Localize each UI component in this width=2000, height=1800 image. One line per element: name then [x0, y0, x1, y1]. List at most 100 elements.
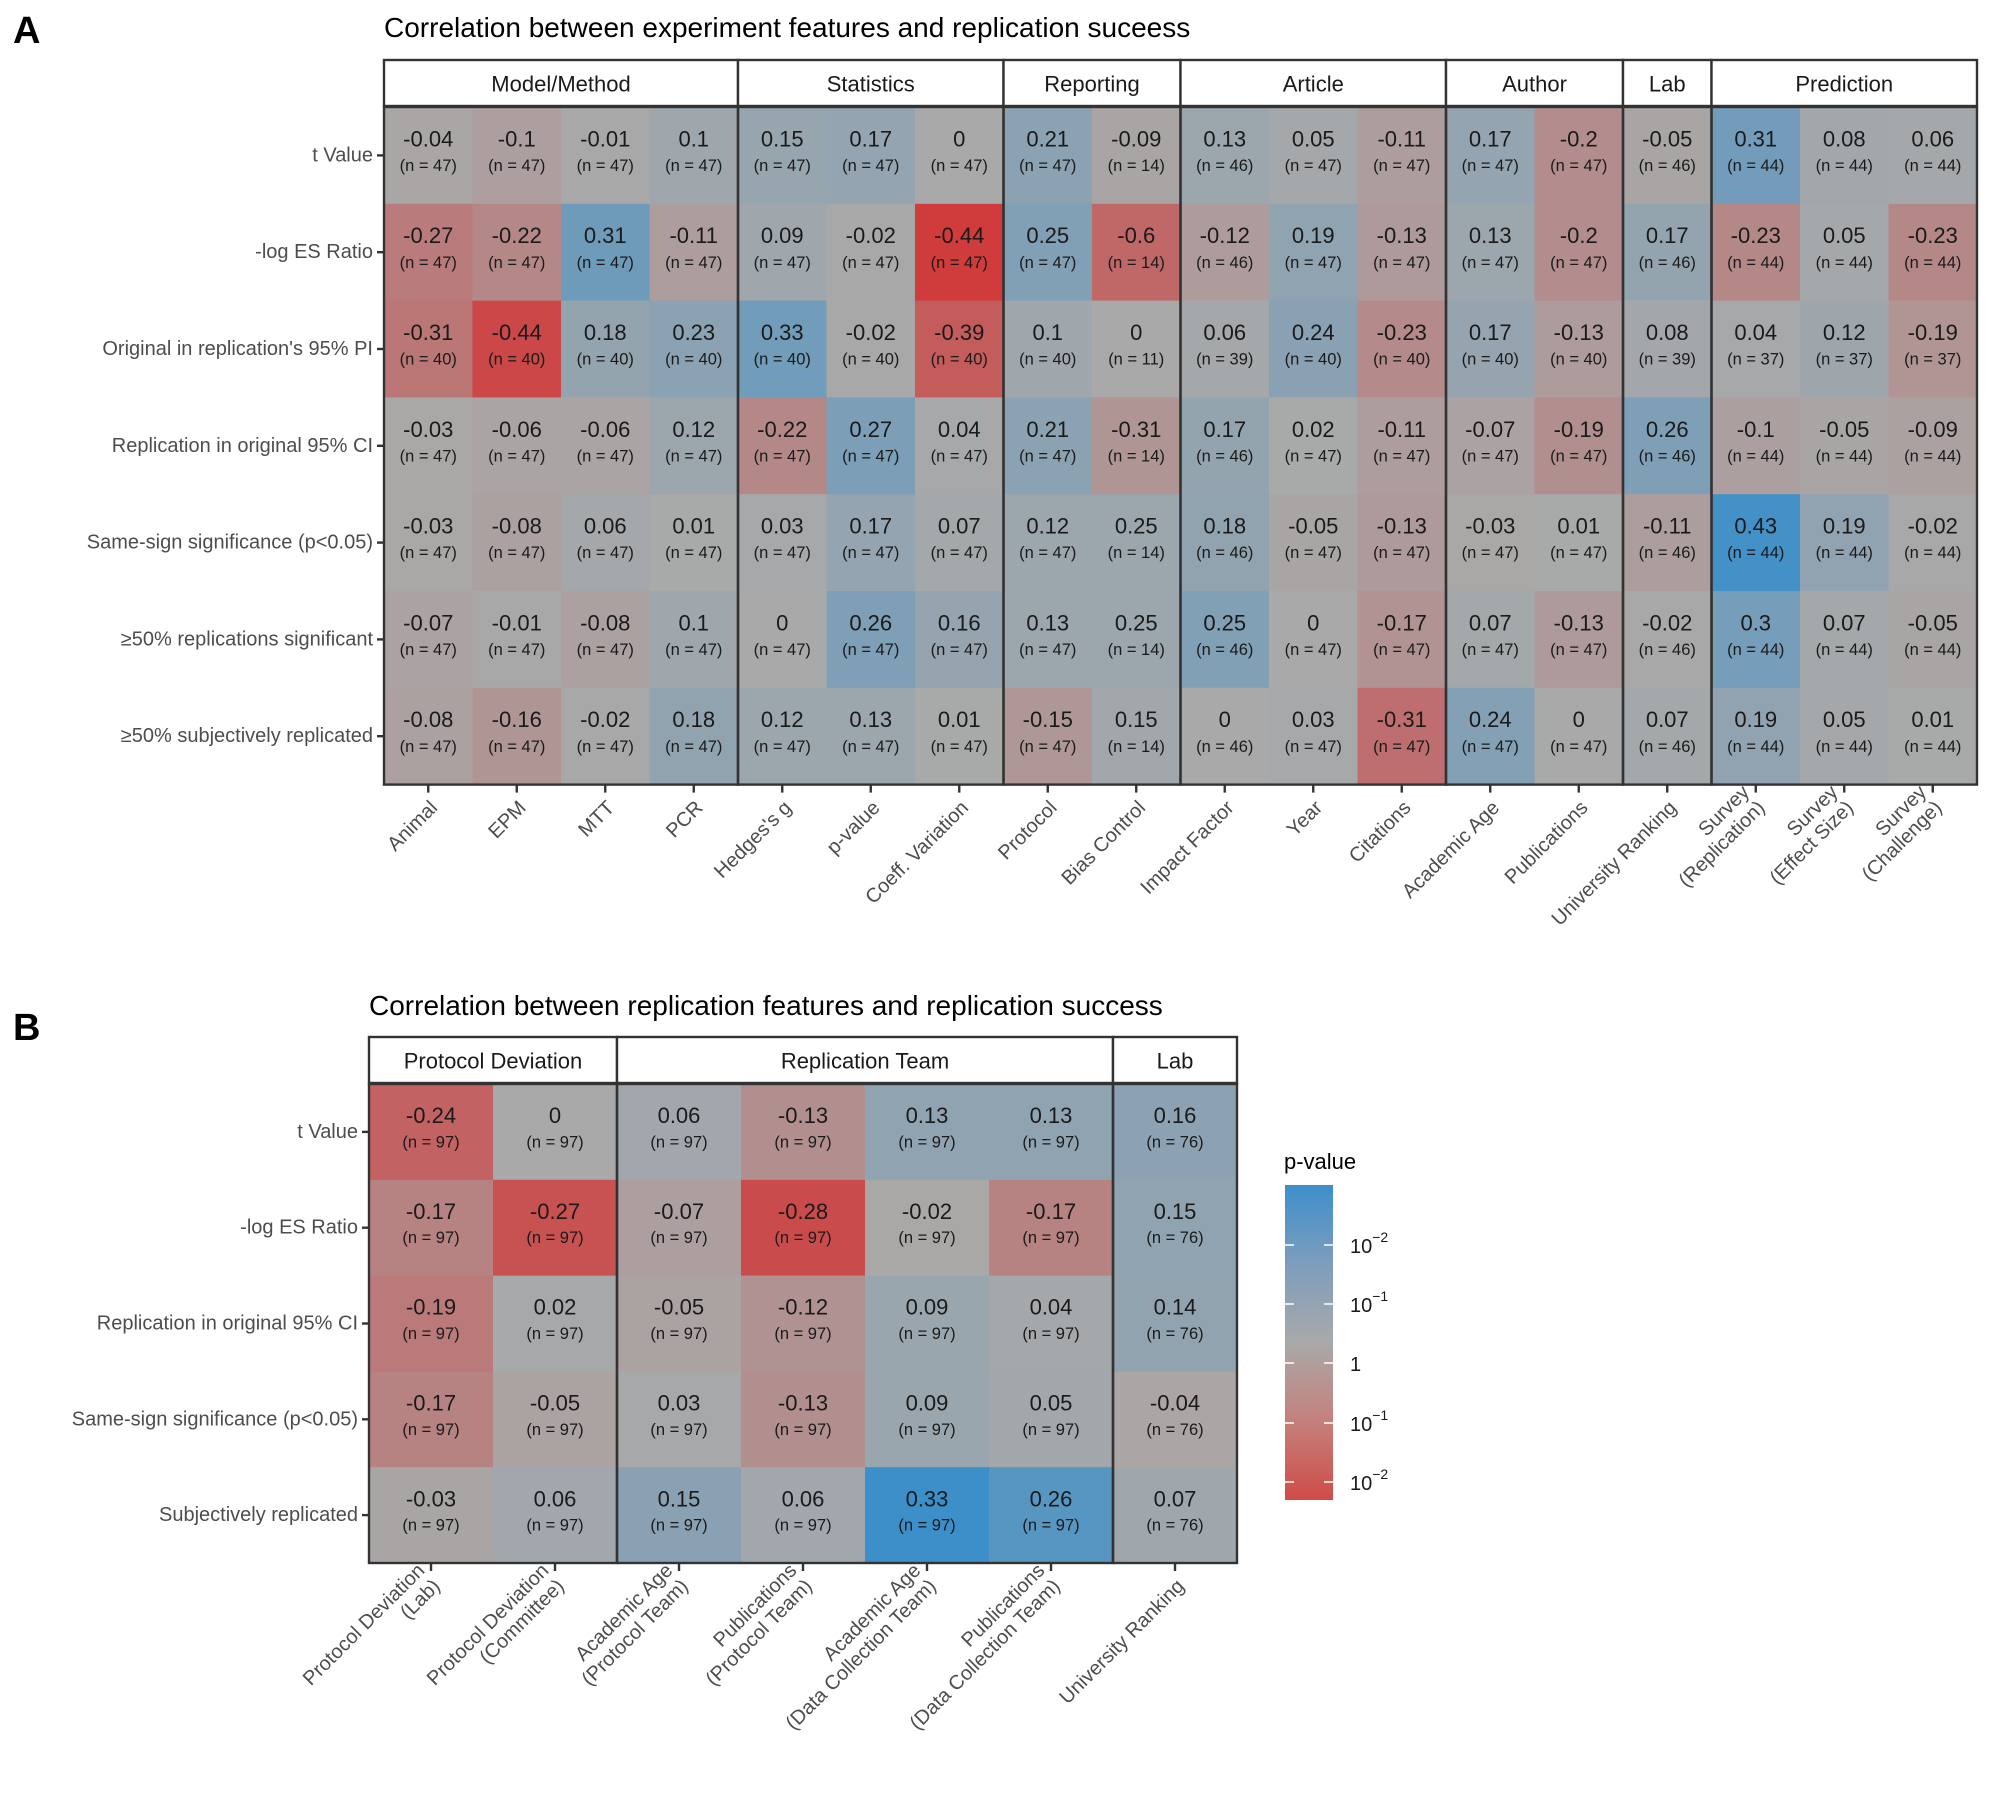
y-tick-label: Subjectively replicated: [159, 1504, 358, 1526]
cell-value: -0.16: [492, 707, 542, 732]
cell-n: (n = 47): [931, 254, 988, 272]
y-tick-label: -log ES Ratio: [255, 241, 373, 263]
cell-fill: [1357, 591, 1447, 689]
cell-n: (n = 14): [1108, 738, 1165, 756]
cell-n: (n = 47): [1285, 157, 1342, 175]
cell-n: (n = 97): [650, 1229, 707, 1247]
cell-fill: [915, 397, 1004, 495]
cell-fill: [1446, 397, 1535, 495]
cell-fill: [826, 397, 916, 495]
cell-fill: [649, 687, 739, 786]
cell-fill: [741, 1084, 866, 1181]
cell-n: (n = 37): [1904, 351, 1961, 369]
x-tick-label: Protocol: [994, 797, 1061, 864]
cell-n: (n = 47): [842, 157, 899, 175]
cell-n: (n = 40): [577, 351, 634, 369]
cell-n: (n = 47): [842, 447, 899, 465]
cell-n: (n = 46): [1196, 544, 1253, 562]
cell-fill: [1888, 203, 1978, 302]
cell-n: (n = 47): [1019, 157, 1076, 175]
cell-n: (n = 47): [1285, 254, 1342, 272]
strip-label: Prediction: [1795, 72, 1893, 97]
x-tick-label-line: PCR: [662, 797, 707, 842]
cell-value: 0.27: [849, 417, 892, 442]
heatmap-cell: 0.12 (n = 47): [649, 397, 739, 495]
cell-value: -0.11: [669, 223, 718, 248]
cell-value: 0.15: [1115, 707, 1158, 732]
heatmap-cell: -0.17 (n = 47): [1357, 591, 1447, 689]
cell-value: -0.11: [1643, 514, 1692, 539]
cell-value: -0.07: [403, 610, 453, 635]
cell-fill: [826, 494, 916, 592]
cell-fill: [1534, 300, 1624, 398]
strip-replication-team: [615, 1035, 1115, 1085]
cell-fill: [1003, 397, 1093, 495]
heatmap-cell: 0.09 (n = 47): [738, 203, 827, 302]
strip-label: Author: [1502, 72, 1567, 97]
cell-value: 0.3: [1740, 610, 1771, 635]
heatmap-cell: 0.12 (n = 47): [1003, 494, 1093, 592]
x-tick-label: Publications(Protocol Team): [702, 1560, 817, 1691]
cell-value: -0.22: [492, 223, 542, 248]
cell-n: (n = 97): [526, 1421, 583, 1439]
cell-n: (n = 46): [1639, 544, 1696, 562]
cell-n: (n = 47): [1462, 641, 1519, 659]
x-tick-label: Citations: [1345, 797, 1416, 868]
legend-label-exponent: −1: [1372, 1288, 1388, 1304]
cell-n: (n = 97): [402, 1517, 459, 1535]
cell-n: (n = 44): [1816, 254, 1873, 272]
heatmap-cell: 0.01 (n = 47): [1534, 494, 1624, 592]
heatmap-cell: 0.05 (n = 47): [1269, 107, 1358, 205]
heatmap-cell: 0.01 (n = 44): [1888, 687, 1978, 786]
heatmap-cell: -0.11 (n = 47): [1357, 397, 1447, 495]
cell-n: (n = 44): [1727, 544, 1784, 562]
heatmap-cell: 0.25 (n = 14): [1092, 591, 1181, 689]
heatmap-cell: -0.23 (n = 40): [1357, 300, 1447, 398]
cell-value: 0.03: [1292, 707, 1335, 732]
cell-fill: [493, 1179, 618, 1277]
x-tick-label-line: EPM: [484, 797, 530, 843]
cell-value: -0.12: [1200, 223, 1250, 248]
heatmap-cell: 0.26 (n = 46): [1623, 397, 1712, 495]
cell-n: (n = 47): [577, 738, 634, 756]
heatmap-cell: 0.04 (n = 37): [1711, 300, 1801, 398]
heatmap-cell: -0.02 (n = 97): [865, 1179, 990, 1277]
cell-n: (n = 44): [1727, 254, 1784, 272]
heatmap-cell: -0.02 (n = 47): [561, 687, 650, 786]
heatmap-cell: -0.17 (n = 97): [369, 1179, 494, 1277]
cell-fill: [1113, 1371, 1238, 1468]
cell-n: (n = 47): [488, 254, 545, 272]
cell-value: 0.18: [584, 320, 627, 345]
heatmap-cell: 0.19 (n = 47): [1269, 203, 1358, 302]
cell-value: 0.05: [1030, 1391, 1073, 1416]
cell-value: 0.16: [938, 610, 981, 635]
heatmap-cell: 0.43 (n = 44): [1711, 494, 1801, 592]
cell-fill: [1446, 591, 1535, 689]
cell-fill: [989, 1275, 1114, 1372]
cell-n: (n = 44): [1904, 544, 1961, 562]
cell-fill: [369, 1371, 494, 1468]
cell-fill: [1113, 1467, 1238, 1564]
heatmap-cell: 0.17 (n = 47): [826, 494, 916, 592]
cell-fill: [826, 300, 916, 398]
cell-value: -0.05: [1288, 514, 1338, 539]
x-tick-label-line: Publications: [1501, 797, 1593, 889]
cell-value: 0.05: [1823, 223, 1866, 248]
cell-fill: [1180, 107, 1270, 205]
cell-value: -0.13: [1377, 223, 1427, 248]
strip-protocol-deviation: [367, 1035, 619, 1085]
strip-label: Model/Method: [491, 72, 630, 97]
cell-value: 0.21: [1026, 417, 1069, 442]
heatmap-cell: 0 (n = 47): [738, 591, 827, 689]
x-tick-label-line: Year: [1283, 797, 1327, 841]
heatmap-cell: -0.08 (n = 47): [384, 687, 473, 786]
heatmap-cell: -0.17 (n = 97): [989, 1179, 1114, 1277]
strip-label: Protocol Deviation: [404, 1049, 583, 1074]
cell-value: 0.06: [658, 1103, 701, 1128]
cell-fill: [472, 591, 562, 689]
cell-fill: [1003, 591, 1093, 689]
cell-value: 0.01: [1911, 707, 1954, 732]
heatmap-cell: -0.44 (n = 40): [472, 300, 562, 398]
cell-value: 0.17: [1469, 320, 1512, 345]
cell-fill: [1623, 203, 1712, 302]
